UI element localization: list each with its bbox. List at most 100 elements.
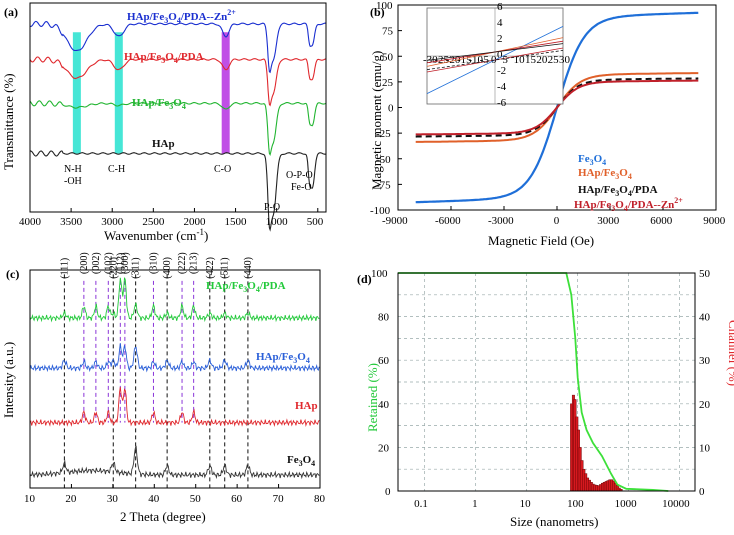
ann-oh: -OH [64, 176, 82, 187]
fe-hkl-0: (111) [59, 258, 70, 279]
hap-hkl-7: (213) [189, 252, 200, 274]
pd-xtick-2: 10 [520, 498, 532, 510]
ann-po: P-O [264, 202, 280, 213]
pa-xtick-7: 500 [307, 216, 324, 228]
panel-a: (a) 4000 3500 3000 2500 2000 1500 1000 500 Wave… [1, 2, 327, 243]
inset-xtick-3: -15 [457, 54, 472, 66]
pb-ytick-2: -50 [376, 154, 391, 166]
inset-xtick-12: 30 [559, 54, 571, 66]
panel-c: (c) (111) (220) (311) (400) (422) (511) (440) (… [1, 252, 326, 524]
panel-d-label: (d) [357, 272, 372, 286]
xrd-label-fe3o4: Fe3O4 [287, 454, 315, 468]
hap-hkl-1: (200) [79, 252, 90, 274]
pb-ytick-3: -25 [376, 128, 391, 140]
fe-hkl-5: (511) [220, 257, 231, 278]
inset-xtick-5: -5 [480, 54, 490, 66]
label-hap-fe3o4-pda-zn: HAp/Fe3O4/PDA--Zn2+ [127, 8, 236, 25]
xrd-line-0 [29, 277, 320, 323]
panel-c-frame [29, 269, 321, 489]
hap-hkl-2: (102) [103, 252, 114, 274]
inset-ytick-3: 0 [497, 49, 503, 61]
inset-line-5 [426, 43, 564, 61]
fe-hkl-4: (422) [205, 257, 216, 279]
label-hap-fe3o4-pda: HAp/Fe3O4/PDA [124, 51, 204, 65]
pa-xtick-1: 3500 [60, 216, 83, 228]
ftir-line-3 [29, 150, 327, 232]
pb-xtick-2: -3000 [488, 215, 514, 227]
pb-ytick-8: 100 [376, 0, 393, 12]
inset-ytick-2: -2 [497, 65, 506, 77]
pc-xtick-0: 10 [24, 493, 36, 505]
inset-ytick-1: -4 [497, 81, 507, 93]
panel-c-label: (c) [6, 267, 19, 281]
pb-xtick-4: 3000 [597, 215, 620, 227]
ftir-line-2 [29, 100, 327, 156]
band-1 [114, 32, 123, 154]
pb-ytick-7: 75 [382, 26, 394, 38]
ann-co: C-O [214, 164, 231, 175]
legend-hap-fe3o4-pda: HAp/Fe3O4/PDA [578, 184, 658, 198]
panel-b: (b) -9000 -6000 -3000 0 3000 6000 9000-100-75-… [369, 0, 726, 248]
panel-d-ylabel: Retained (%) [365, 363, 380, 432]
ftir-line-1 [29, 56, 327, 107]
inset-xtick-10: 20 [536, 54, 548, 66]
pd-ytick-2: 40 [378, 399, 390, 411]
ftir-line-0 [29, 20, 327, 74]
pb-xtick-1: -6000 [435, 215, 461, 227]
pa-xtick-6: 1000 [266, 216, 289, 228]
xrd-label-hap: HAp [295, 400, 318, 412]
pc-xtick-1: 20 [65, 493, 77, 505]
fe-hkl-3: (400) [162, 257, 173, 279]
pd-xtick-1: 1 [472, 498, 478, 510]
vsm-line-3 [415, 79, 699, 136]
ann-feo: Fe-O [291, 182, 312, 193]
hap-hkl-6: (222) [177, 252, 188, 274]
inset-line-4 [426, 50, 564, 70]
label-hap: HAp [152, 138, 175, 150]
xrd-line-3 [29, 445, 320, 480]
pa-xtick-4: 2000 [183, 216, 206, 228]
pb-ytick-0: -100 [370, 205, 391, 217]
pd-xtick-4: 1000 [615, 498, 638, 510]
pb-ytick-6: 50 [382, 51, 394, 63]
inset-xtick-1: -25 [434, 54, 449, 66]
panel-d-xlabel: Size (nanometrs) [510, 514, 598, 529]
pb-ytick-1: -75 [376, 179, 391, 191]
panel-d-ylabel2: Channel (%) [726, 320, 734, 386]
inset-ytick-4: 2 [497, 33, 503, 45]
legend-fe3o4: Fe3O4 [578, 153, 606, 167]
label-hap-fe3o4: HAp/Fe3O4 [132, 97, 186, 111]
ann-opo: O-P-O [286, 170, 313, 181]
pd-y2tick-1: 10 [699, 442, 711, 454]
pd-ytick-0: 0 [385, 486, 391, 498]
pd-xtick-3: 100 [567, 498, 584, 510]
pa-xtick-2: 3000 [101, 216, 124, 228]
pb-xtick-0: -9000 [382, 215, 408, 227]
pc-xtick-3: 40 [148, 493, 160, 505]
fe-hkl-2: (311) [131, 257, 142, 278]
inset-ytick-6: 6 [497, 1, 503, 13]
pb-ytick-5: 25 [382, 77, 394, 89]
pc-xtick-7: 80 [314, 493, 326, 505]
hap-hkl-3: (112) [115, 253, 126, 274]
hap-hkl-0: (002) [91, 252, 102, 274]
inset-line-2 [426, 47, 564, 73]
pd-y2tick-5: 50 [699, 268, 711, 280]
pc-xtick-4: 50 [190, 493, 202, 505]
pa-xtick-3: 2500 [142, 216, 165, 228]
panel-b-xlabel: Magnetic Field (Oe) [488, 233, 594, 248]
panel-d: (d) 0.1 1 10 100 1000 10000020406080100010203… [357, 268, 734, 529]
fe-hkl-6: (440) [243, 257, 254, 279]
pb-xtick-3: 0 [554, 215, 560, 227]
pd-xtick-5: 10000 [662, 498, 690, 510]
pd-ytick-1: 20 [378, 442, 390, 454]
legend-hap-fe3o4-pda-zn: HAp/Fe3O4/PDA--Zn2+ [574, 196, 683, 213]
inset-xtick-9: 15 [525, 54, 537, 66]
inset-ytick-5: 4 [497, 17, 503, 29]
pd-ytick-4: 80 [378, 312, 390, 324]
panel-c-ylabel: Intensity (a.u.) [1, 342, 16, 418]
pc-xtick-2: 30 [107, 493, 119, 505]
xrd-label-hap-fe3o4: HAp/Fe3O4 [256, 351, 310, 365]
panel-c-xlabel: 2 Theta (degree) [120, 509, 206, 524]
